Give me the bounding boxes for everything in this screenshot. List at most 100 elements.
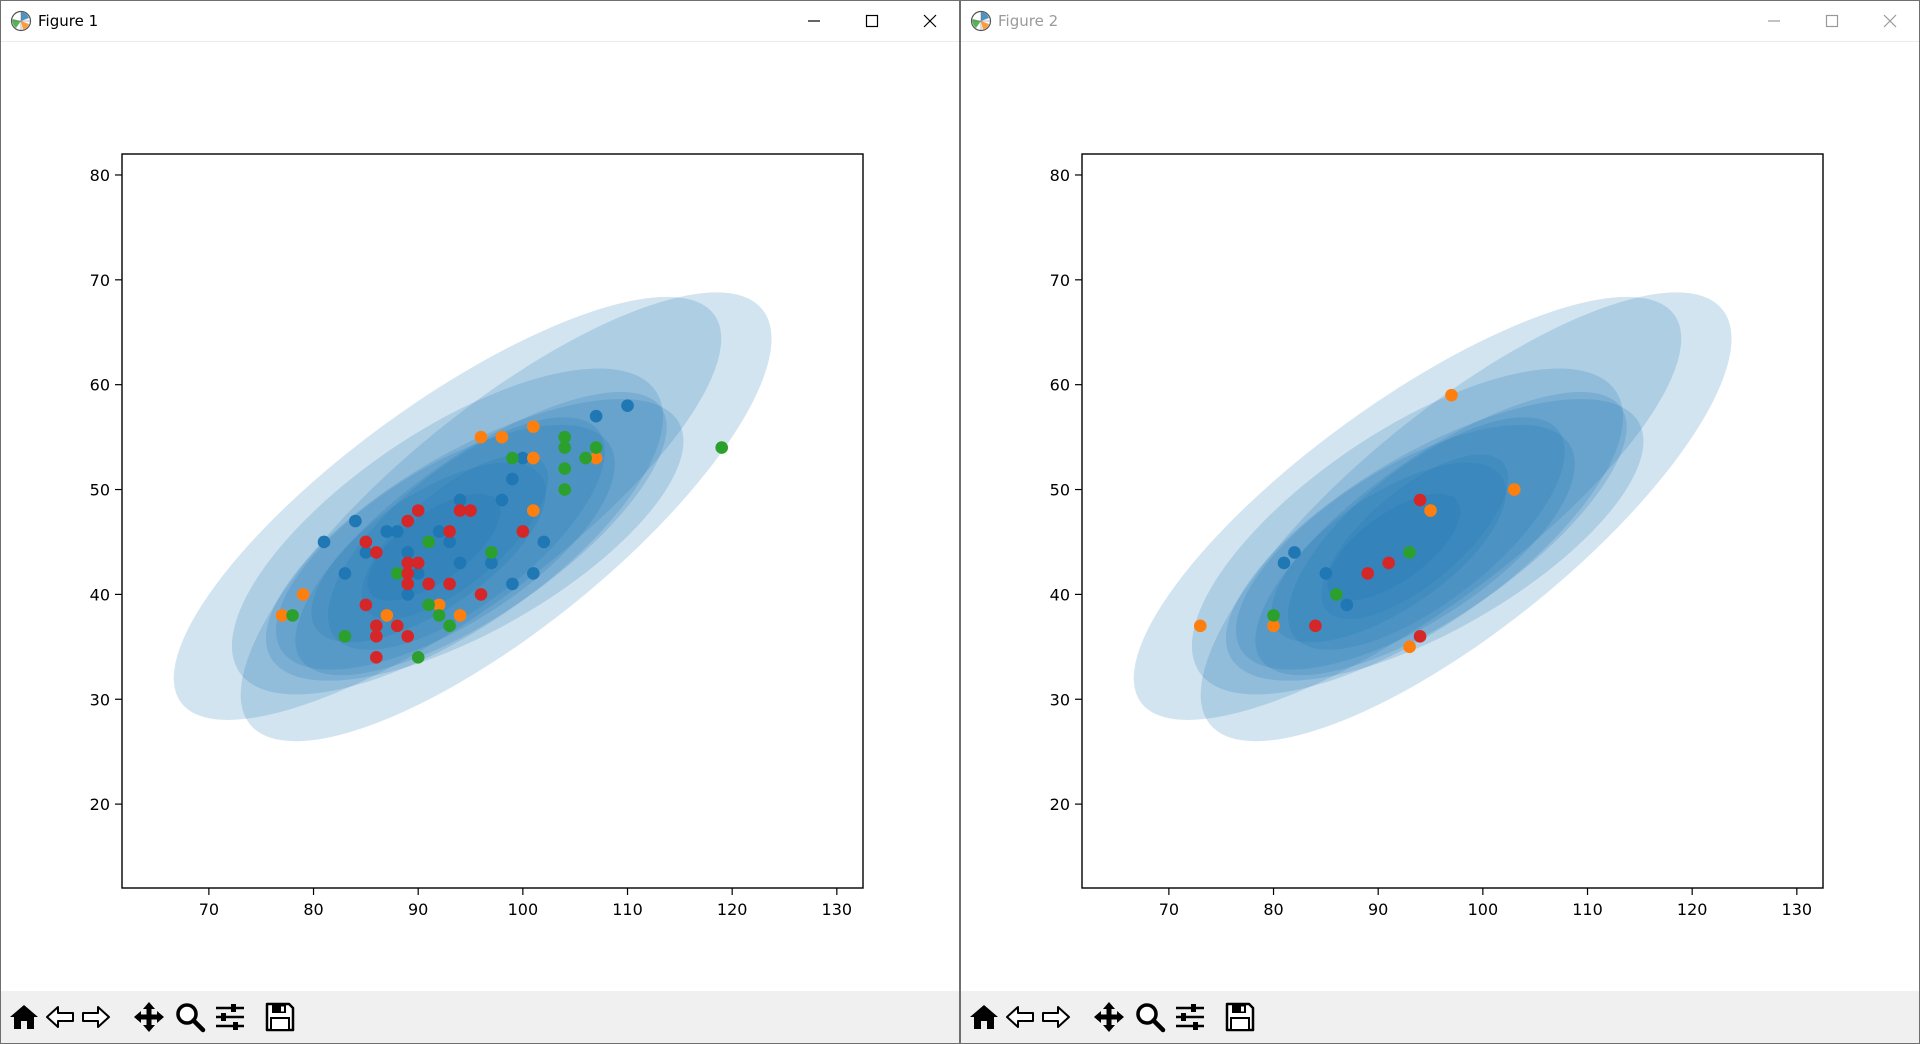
title-bar[interactable]: Figure 1	[1, 1, 959, 42]
minimize-button[interactable]	[785, 1, 843, 41]
data-point	[464, 504, 477, 517]
y-tick-label: 20	[1050, 795, 1070, 814]
data-point	[453, 556, 467, 570]
data-point	[296, 588, 310, 601]
back-button[interactable]	[1003, 1000, 1037, 1034]
scatter-plot[interactable]: 70 80 90 100 110 120 130 20 30 40 50 60 70 80	[1, 41, 959, 993]
data-point	[485, 546, 498, 559]
figure-2-window: Figure 2 70 80 90 100 110 120 130 20 30 40 50 60 70 8…	[960, 0, 1920, 1044]
save-icon	[265, 1002, 295, 1032]
zoom-button[interactable]	[1133, 1000, 1167, 1034]
pan-button[interactable]	[132, 1000, 166, 1034]
data-point	[495, 493, 509, 507]
axes-frame	[1081, 153, 1824, 889]
y-tick-label: 40	[90, 585, 110, 604]
zoom-icon	[1136, 1003, 1166, 1033]
x-tick-label: 130	[822, 900, 853, 919]
x-tick-label: 130	[1782, 900, 1813, 919]
data-point	[411, 556, 425, 570]
pan-button[interactable]	[1092, 1000, 1126, 1034]
home-icon	[10, 1005, 38, 1029]
x-tick-label: 100	[1468, 900, 1499, 919]
data-point	[390, 525, 404, 538]
y-tick-label: 40	[1050, 585, 1070, 604]
data-point	[506, 472, 519, 486]
data-point	[1413, 493, 1427, 507]
data-point	[1413, 630, 1427, 643]
home-button[interactable]	[7, 1000, 41, 1034]
data-point	[1267, 609, 1280, 622]
matplotlib-logo-icon	[970, 10, 992, 32]
maximize-icon	[865, 14, 879, 28]
y-tick-label: 70	[90, 271, 110, 290]
x-tick-label: 70	[1159, 900, 1179, 919]
scatter-plot[interactable]: 70 80 90 100 110 120 130 20 30 40 50 60 70 80	[961, 41, 1919, 993]
x-tick-label: 120	[717, 900, 748, 919]
data-point	[1507, 483, 1521, 496]
data-point	[401, 556, 415, 570]
data-point	[1309, 619, 1322, 633]
maximize-button[interactable]	[1803, 1, 1861, 41]
title-bar[interactable]: Figure 2	[961, 1, 1919, 42]
data-point	[432, 525, 446, 538]
data-point	[370, 651, 383, 664]
close-icon	[923, 14, 937, 28]
data-point	[1424, 504, 1437, 517]
y-tick-label: 50	[90, 481, 110, 500]
confidence-ellipse	[265, 399, 684, 681]
data-point	[370, 619, 383, 633]
close-button[interactable]	[1861, 1, 1919, 41]
data-point	[422, 598, 435, 612]
data-point	[286, 609, 299, 622]
close-button[interactable]	[901, 1, 959, 41]
data-point	[495, 430, 509, 444]
confidence-ellipse	[311, 462, 546, 643]
data-point	[516, 525, 530, 538]
maximize-button[interactable]	[843, 1, 901, 41]
data-point	[443, 577, 456, 591]
data-point	[453, 493, 467, 507]
zoom-button[interactable]	[173, 1000, 207, 1034]
data-point	[370, 630, 383, 643]
x-tick-label: 90	[1368, 900, 1388, 919]
matplotlib-logo-icon	[10, 10, 32, 32]
save-button[interactable]	[263, 1000, 297, 1034]
data-point	[1330, 588, 1343, 601]
data-point	[422, 577, 435, 591]
save-button[interactable]	[1223, 1000, 1257, 1034]
forward-button[interactable]	[79, 1000, 113, 1034]
y-tick-label: 30	[1050, 690, 1070, 709]
data-point	[474, 430, 488, 444]
home-button[interactable]	[967, 1000, 1001, 1034]
data-point	[1403, 546, 1416, 559]
data-point	[390, 567, 404, 580]
minimize-button[interactable]	[1745, 1, 1803, 41]
configure-subplots-button[interactable]	[1173, 1000, 1207, 1034]
back-icon	[46, 1006, 74, 1028]
data-point	[432, 598, 446, 612]
data-point	[349, 514, 362, 528]
y-tick-label: 30	[90, 690, 110, 709]
data-point	[1361, 567, 1375, 580]
configure-subplots-button[interactable]	[213, 1000, 247, 1034]
confidence-ellipse	[1235, 424, 1575, 670]
data-point	[390, 619, 404, 633]
confidence-ellipse	[295, 392, 667, 676]
pan-icon	[1094, 1002, 1124, 1032]
data-point	[558, 430, 572, 444]
data-point	[506, 577, 519, 591]
forward-button[interactable]	[1039, 1000, 1073, 1034]
data-point	[1288, 546, 1301, 559]
data-point	[527, 567, 540, 580]
x-tick-label: 110	[1572, 900, 1603, 919]
data-point	[474, 588, 488, 601]
data-point	[443, 525, 456, 538]
navigation-toolbar	[1, 991, 959, 1043]
back-button[interactable]	[43, 1000, 77, 1034]
plot-area	[1133, 292, 1732, 742]
configure-icon	[216, 1004, 244, 1030]
data-point	[453, 609, 467, 622]
data-point	[485, 556, 498, 570]
data-point	[453, 504, 467, 517]
data-point	[370, 546, 383, 559]
